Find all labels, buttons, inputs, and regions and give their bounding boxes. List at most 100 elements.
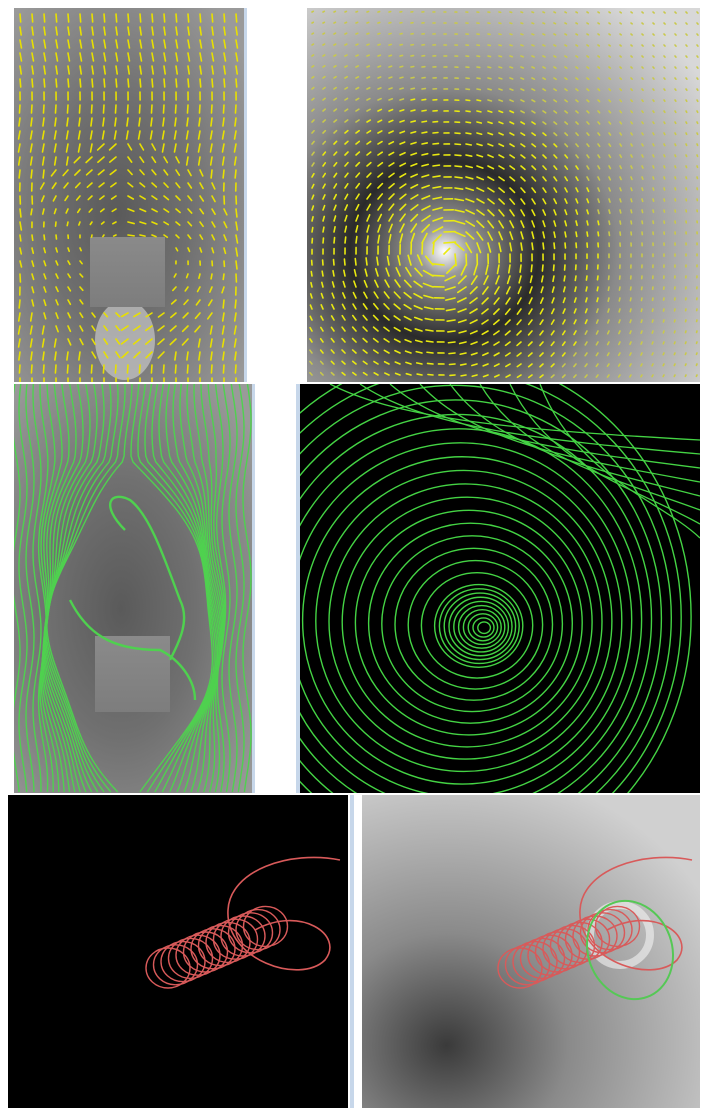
vector-arrow (641, 154, 644, 158)
vector-arrow (685, 99, 688, 103)
vector-arrow (564, 11, 568, 14)
vector-arrow (362, 326, 368, 332)
vector-arrow (120, 325, 129, 332)
vector-arrow (696, 143, 699, 147)
vector-arrow (222, 169, 225, 179)
vector-arrow (597, 143, 601, 148)
vector-arrow (564, 209, 568, 216)
vector-arrow (608, 99, 612, 103)
vector-arrow (553, 88, 558, 92)
vector-arrow (618, 319, 621, 324)
vector-arrow (652, 198, 655, 203)
vector-arrow (54, 117, 57, 127)
vector-arrow (73, 156, 81, 164)
vector-arrow (509, 44, 513, 47)
vector-arrow (311, 32, 315, 35)
vector-arrow (498, 44, 502, 47)
vector-arrow (608, 110, 612, 114)
vector-arrow (388, 87, 393, 90)
vector-arrow (186, 104, 189, 114)
vector-arrow (414, 328, 423, 332)
vector-arrow (629, 352, 632, 356)
vector-arrow (652, 55, 655, 58)
vector-arrow (542, 88, 547, 92)
vector-arrow (373, 360, 379, 365)
vector-arrow (575, 99, 579, 103)
vector-arrow (181, 325, 189, 333)
vector-arrow (175, 221, 181, 226)
vector-arrow (651, 363, 654, 367)
vector-arrow (641, 22, 644, 25)
vector-arrow (330, 315, 335, 321)
vector-arrow (553, 198, 558, 205)
vector-arrow (127, 182, 134, 188)
vector-arrow (509, 165, 516, 171)
vector-arrow (641, 33, 644, 36)
vector-arrow (663, 132, 666, 136)
vector-arrow (209, 338, 213, 348)
vector-arrow (575, 154, 579, 159)
vector-arrow (187, 182, 193, 189)
vector-arrow (456, 286, 467, 294)
vector-arrow (541, 264, 544, 272)
vector-arrow (584, 341, 588, 346)
vector-arrow (383, 349, 390, 354)
vector-arrow (651, 374, 654, 378)
vector-arrow (309, 349, 313, 354)
vector-arrow (405, 361, 412, 365)
vector-arrow (469, 319, 478, 325)
vector-arrow (542, 154, 547, 159)
vector-arrow (432, 175, 441, 178)
vector-arrow (333, 193, 338, 200)
vector-arrow (444, 275, 456, 282)
vector-arrow (607, 286, 610, 292)
vector-arrow (421, 174, 430, 178)
vector-arrow (542, 77, 547, 81)
vector-arrow (211, 13, 214, 23)
vector-arrow (322, 140, 327, 145)
vector-arrow (527, 319, 533, 326)
wake (95, 300, 155, 380)
vector-arrow (684, 352, 687, 356)
vector-arrow (341, 371, 346, 376)
vector-arrow (67, 260, 71, 266)
vector-arrow (597, 121, 601, 125)
vector-arrow (362, 349, 368, 354)
vector-arrow (542, 33, 546, 36)
vector-arrow (584, 330, 588, 335)
vector-arrow (553, 143, 558, 148)
vector-arrow (18, 104, 21, 114)
vector-arrow (157, 351, 165, 359)
vector-arrow (539, 330, 544, 336)
vector-arrow (531, 187, 537, 194)
vector-arrow (174, 104, 177, 114)
vector-arrow (163, 156, 169, 164)
vector-arrow (476, 187, 485, 192)
streamline (449, 384, 700, 497)
vector-arrow (344, 172, 349, 178)
vector-arrow (663, 165, 666, 169)
vector-arrow (542, 231, 546, 239)
streamline (41, 384, 70, 793)
vector-arrow (498, 198, 505, 205)
vector-arrow (509, 110, 515, 114)
vector-arrow (355, 225, 359, 233)
vector-arrow (410, 194, 419, 200)
vector-arrow (663, 55, 666, 58)
vector-arrow (319, 337, 324, 343)
vector-arrow (150, 117, 153, 127)
vector-arrow (330, 337, 335, 343)
vector-arrow (404, 350, 412, 354)
vector-arrow (366, 161, 372, 167)
streamline (354, 509, 583, 736)
vector-arrow (421, 205, 431, 211)
vector-arrow (41, 130, 45, 140)
vector-arrow (509, 143, 515, 148)
vector-arrow (79, 65, 83, 75)
vector-arrow (448, 363, 456, 366)
vector-arrow (211, 78, 214, 88)
vector-arrow (311, 129, 315, 134)
vector-arrow (662, 352, 665, 356)
vector-arrow (42, 351, 45, 361)
vector-arrow (42, 364, 45, 374)
